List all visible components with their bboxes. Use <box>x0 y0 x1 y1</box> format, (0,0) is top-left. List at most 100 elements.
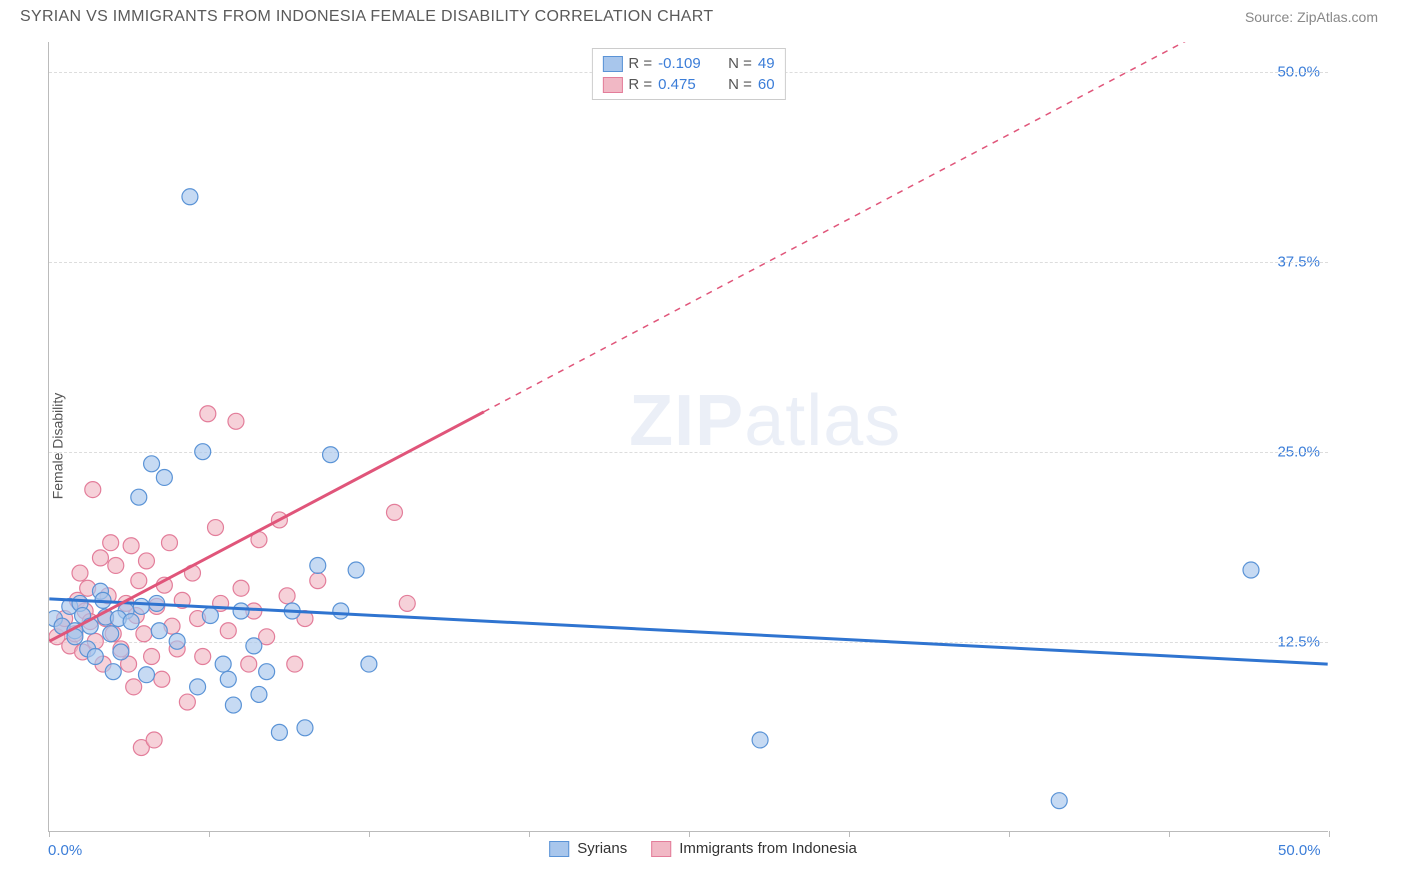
data-point <box>195 444 211 460</box>
data-point <box>279 588 295 604</box>
data-point <box>333 603 349 619</box>
data-point <box>225 697 241 713</box>
x-tick <box>1169 831 1170 837</box>
data-point <box>103 626 119 642</box>
data-point <box>228 413 244 429</box>
data-point <box>215 656 231 672</box>
data-point <box>287 656 303 672</box>
n-label: N = <box>728 76 752 93</box>
data-point <box>126 679 142 695</box>
data-point <box>138 667 154 683</box>
data-point <box>386 504 402 520</box>
data-point <box>123 614 139 630</box>
data-point <box>361 656 377 672</box>
data-point <box>85 482 101 498</box>
source-prefix: Source: <box>1245 9 1297 25</box>
legend-swatch <box>602 77 622 93</box>
r-label: R = <box>628 76 652 93</box>
data-point <box>144 649 160 665</box>
x-tick <box>529 831 530 837</box>
data-point <box>200 406 216 422</box>
x-tick <box>1009 831 1010 837</box>
chart-plot-area: ZIPatlas R =-0.109N =49R =0.475N =60 12.… <box>48 42 1328 832</box>
data-point <box>103 535 119 551</box>
legend-swatch <box>602 56 622 72</box>
data-point <box>271 724 287 740</box>
n-value: 49 <box>758 55 775 72</box>
data-point <box>310 557 326 573</box>
legend-swatch <box>651 841 671 857</box>
data-point <box>87 649 103 665</box>
r-value: 0.475 <box>658 76 714 93</box>
x-axis-max-label: 50.0% <box>1278 842 1321 859</box>
data-point <box>241 656 257 672</box>
chart-title: SYRIAN VS IMMIGRANTS FROM INDONESIA FEMA… <box>20 8 713 26</box>
source-attribution: Source: ZipAtlas.com <box>1245 9 1378 25</box>
data-point <box>190 679 206 695</box>
data-point <box>151 623 167 639</box>
data-point <box>133 598 149 614</box>
data-point <box>154 671 170 687</box>
data-point <box>108 557 124 573</box>
n-value: 60 <box>758 76 775 93</box>
data-point <box>1051 793 1067 809</box>
data-point <box>169 633 185 649</box>
data-point <box>131 489 147 505</box>
data-point <box>113 644 129 660</box>
data-point <box>138 553 154 569</box>
correlation-row: R = 0.475 N = 60 <box>602 74 774 95</box>
r-value: -0.109 <box>658 55 714 72</box>
data-point <box>1243 562 1259 578</box>
data-point <box>399 595 415 611</box>
data-point <box>348 562 364 578</box>
data-point <box>182 189 198 205</box>
x-axis-min-label: 0.0% <box>48 842 82 859</box>
correlation-row: R = -0.109 N = 49 <box>602 53 774 74</box>
data-point <box>233 603 249 619</box>
legend-label: Immigrants from Indonesia <box>679 840 857 857</box>
data-point <box>323 447 339 463</box>
data-point <box>179 694 195 710</box>
correlation-legend: R = -0.109 N = 49 R = 0.475 N = 60 <box>591 48 785 100</box>
chart-header: SYRIAN VS IMMIGRANTS FROM INDONESIA FEMA… <box>0 0 1406 30</box>
n-label: N = <box>728 55 752 72</box>
x-tick <box>849 831 850 837</box>
x-tick <box>689 831 690 837</box>
data-point <box>310 573 326 589</box>
data-point <box>297 720 313 736</box>
data-point <box>752 732 768 748</box>
legend-swatch <box>549 841 569 857</box>
trend-line <box>49 599 1327 664</box>
data-point <box>92 550 108 566</box>
data-point <box>233 580 249 596</box>
data-point <box>131 573 147 589</box>
legend-item: Immigrants from Indonesia <box>651 840 857 857</box>
data-point <box>251 686 267 702</box>
data-point <box>146 732 162 748</box>
data-point <box>220 623 236 639</box>
data-point <box>195 649 211 665</box>
trend-line <box>49 412 484 642</box>
data-point <box>208 520 224 536</box>
data-point <box>259 664 275 680</box>
data-point <box>156 469 172 485</box>
data-point <box>72 565 88 581</box>
data-point <box>123 538 139 554</box>
data-point <box>246 638 262 654</box>
legend-label: Syrians <box>577 840 627 857</box>
data-point <box>144 456 160 472</box>
data-point <box>202 608 218 624</box>
x-tick <box>209 831 210 837</box>
data-point <box>220 671 236 687</box>
series-legend: Syrians Immigrants from Indonesia <box>549 840 857 857</box>
legend-item: Syrians <box>549 840 627 857</box>
data-point <box>105 664 121 680</box>
x-tick <box>1329 831 1330 837</box>
x-tick <box>369 831 370 837</box>
scatter-plot-svg <box>49 42 1328 831</box>
x-tick <box>49 831 50 837</box>
data-point <box>136 626 152 642</box>
source-link[interactable]: ZipAtlas.com <box>1297 9 1378 25</box>
data-point <box>161 535 177 551</box>
r-label: R = <box>628 55 652 72</box>
